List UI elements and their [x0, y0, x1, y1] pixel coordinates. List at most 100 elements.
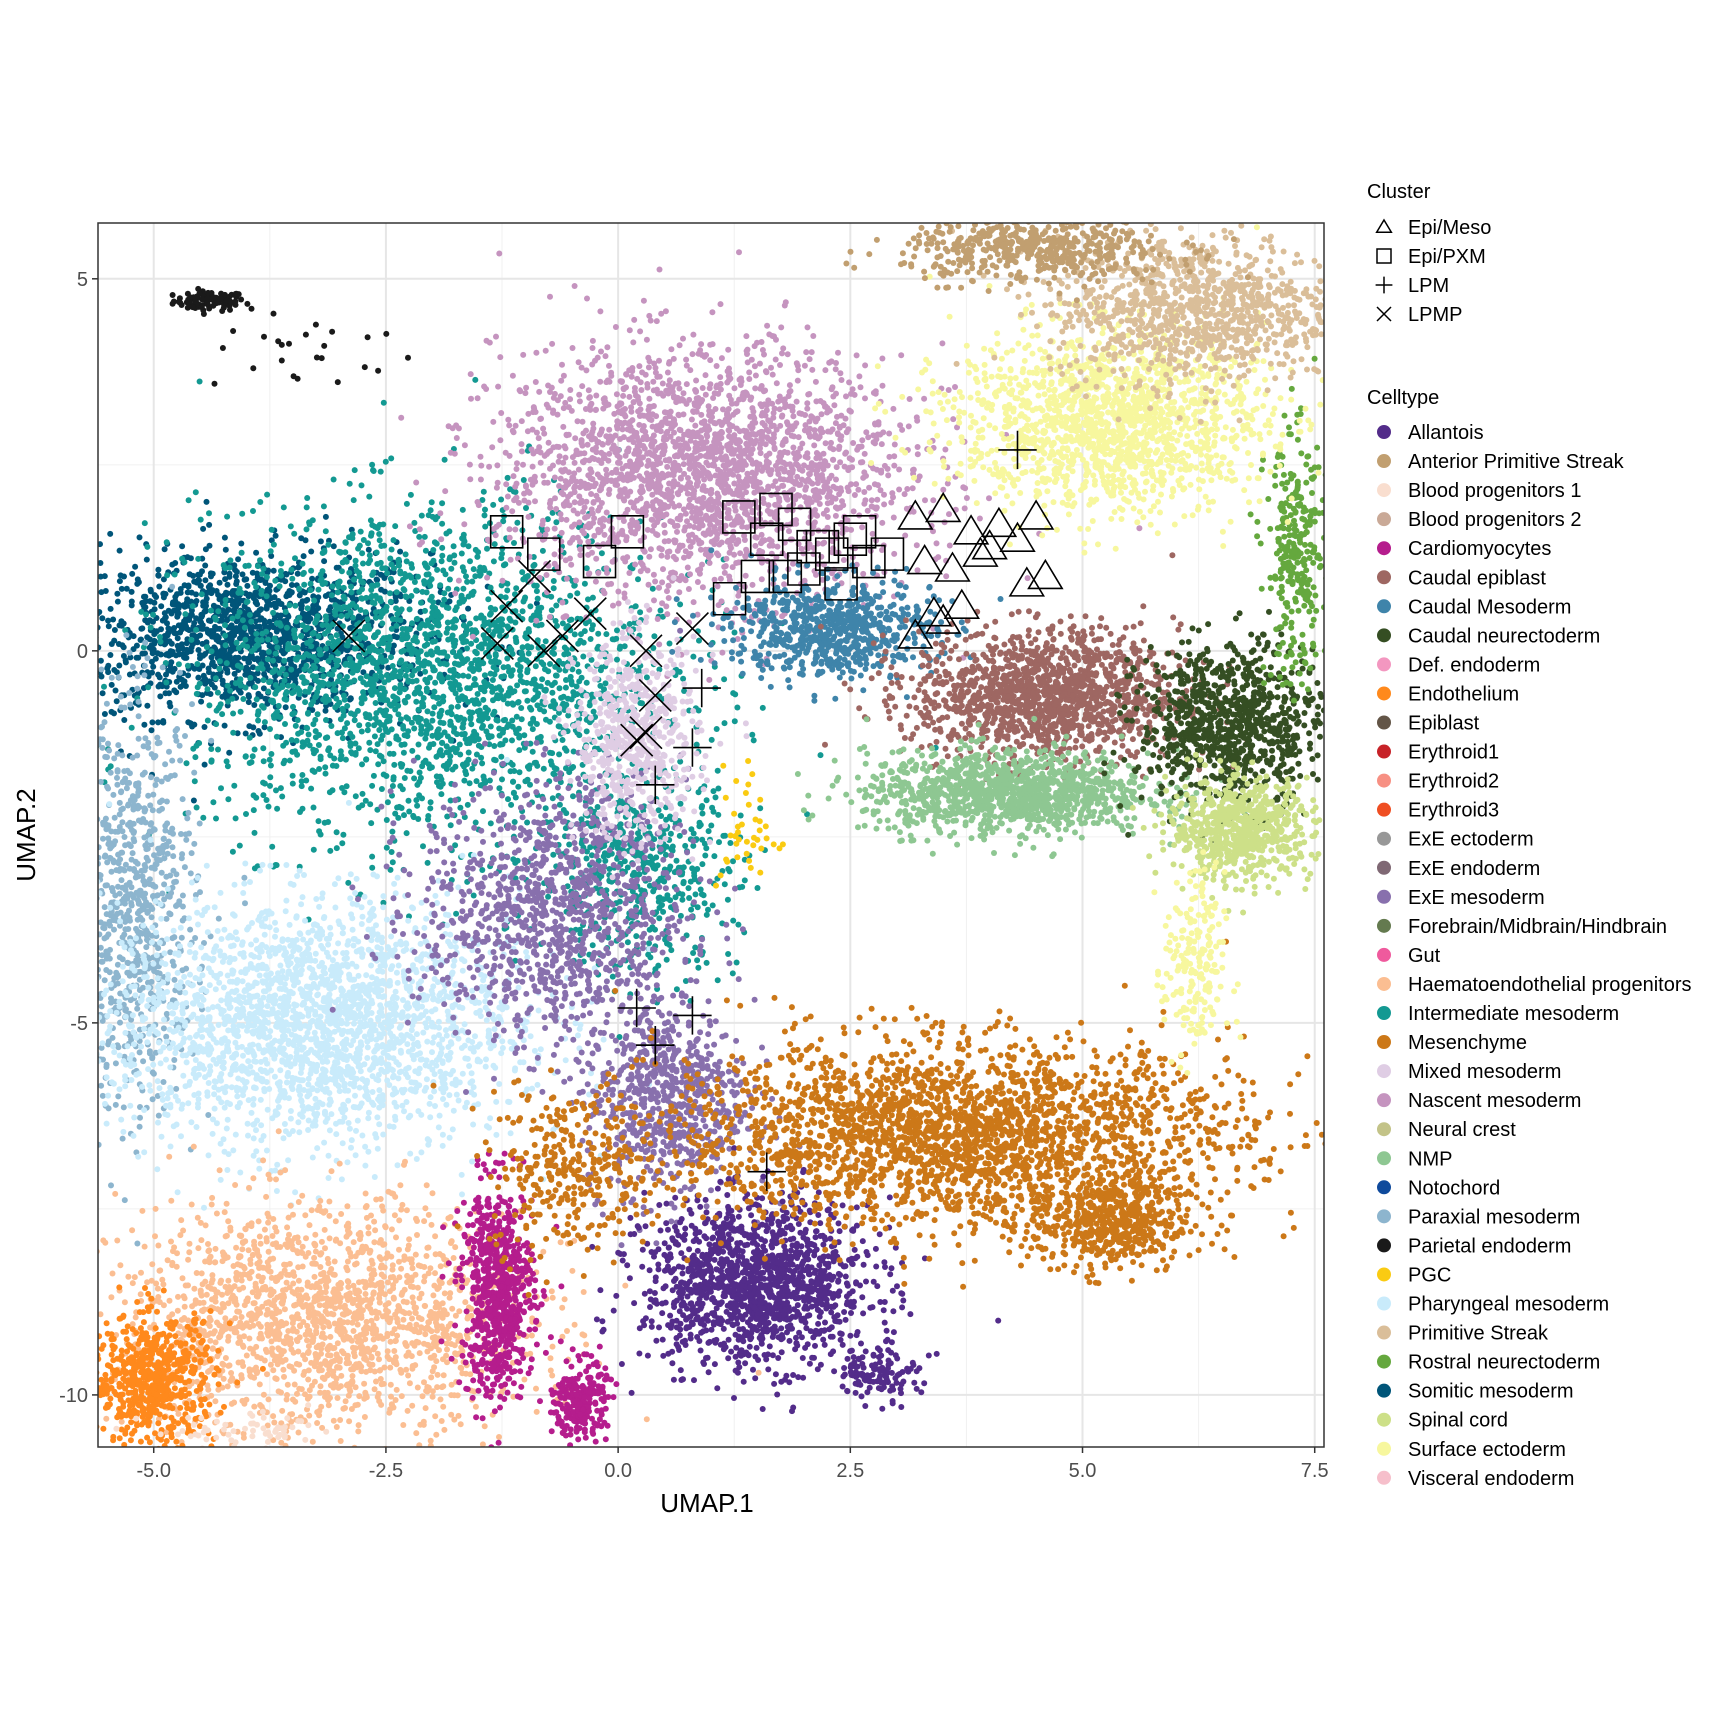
- cell-point: [155, 683, 162, 690]
- cell-point: [399, 786, 406, 793]
- cell-point: [403, 594, 410, 601]
- cell-point: [108, 995, 114, 1002]
- cell-point: [216, 658, 223, 665]
- cell-point: [480, 632, 487, 639]
- cell-point: [77, 620, 83, 626]
- cell-point: [422, 757, 429, 764]
- cell-point: [285, 641, 292, 648]
- cell-point: [525, 650, 532, 657]
- cell-point: [695, 707, 702, 714]
- cell-point: [395, 702, 402, 709]
- cell-point: [82, 804, 88, 810]
- cell-point: [376, 727, 383, 733]
- cell-point: [549, 689, 556, 696]
- cell-point: [139, 650, 146, 657]
- cell-point: [323, 717, 329, 723]
- cell-point: [144, 702, 151, 709]
- cell-point: [66, 746, 72, 752]
- cell-point: [229, 589, 236, 596]
- cell-point: [598, 550, 605, 557]
- cell-point: [468, 640, 475, 647]
- cell-point: [138, 625, 145, 632]
- cell-point: [128, 588, 135, 595]
- cell-point: [187, 870, 194, 877]
- cell-point: [276, 583, 283, 590]
- cell-point: [479, 716, 486, 723]
- cell-point: [216, 579, 223, 586]
- cell-point: [326, 789, 333, 796]
- cell-point: [490, 697, 496, 704]
- cell-point: [472, 376, 479, 383]
- cell-point: [380, 693, 387, 700]
- cell-point: [568, 678, 575, 685]
- cell-point: [83, 942, 89, 948]
- cell-point: [467, 558, 473, 565]
- cell-point: [368, 592, 375, 599]
- cell-point: [201, 724, 208, 730]
- cell-point: [194, 661, 201, 667]
- cell-point: [288, 737, 295, 743]
- cell-point: [502, 561, 509, 568]
- cell-point: [157, 634, 163, 640]
- cell-point: [71, 612, 77, 618]
- cell-point: [195, 674, 202, 681]
- cell-point: [383, 330, 390, 337]
- cell-point: [175, 661, 182, 668]
- cell-point: [519, 608, 526, 615]
- cell-point: [443, 749, 450, 756]
- cell-point: [206, 521, 213, 528]
- cell-point: [246, 591, 253, 598]
- cell-point: [286, 602, 293, 609]
- cell-point: [339, 559, 346, 566]
- cell-point: [88, 701, 94, 707]
- cell-point: [203, 498, 210, 505]
- cell-point: [174, 726, 181, 732]
- cell-point: [278, 560, 285, 567]
- cell-point: [224, 667, 231, 673]
- cell-point: [273, 620, 280, 627]
- cell-point: [439, 544, 446, 551]
- cell-point: [414, 651, 421, 658]
- cell-point: [356, 722, 363, 729]
- cell-point: [603, 631, 610, 638]
- cell-point: [330, 543, 337, 550]
- cell-point: [322, 699, 329, 706]
- cell-point: [129, 850, 136, 857]
- cell-point: [301, 581, 308, 588]
- cell-point: [462, 695, 469, 701]
- cell-point: [92, 1079, 98, 1085]
- cell-point: [356, 653, 362, 660]
- cell-point: [193, 634, 200, 641]
- cell-point: [118, 585, 125, 592]
- cell-point: [195, 285, 202, 292]
- cell-point: [223, 297, 230, 304]
- cell-point: [98, 895, 100, 902]
- cell-point: [151, 606, 158, 613]
- cell-point: [118, 877, 125, 884]
- cell-point: [472, 681, 479, 688]
- cell-point: [266, 618, 273, 625]
- cell-point: [24, 643, 30, 649]
- cell-point: [496, 785, 503, 792]
- cell-point: [355, 613, 362, 620]
- cell-point: [99, 690, 106, 697]
- cell-point: [249, 569, 256, 576]
- cell-point: [428, 764, 435, 771]
- cell-point: [388, 561, 395, 568]
- cell-point: [77, 614, 83, 620]
- cell-point: [436, 748, 443, 755]
- cell-point: [423, 727, 430, 734]
- cell-point: [378, 586, 385, 593]
- cell-point: [464, 645, 470, 652]
- cell-point: [381, 575, 388, 581]
- cell-point: [720, 832, 727, 839]
- cell-point: [413, 587, 420, 594]
- cell-point: [375, 367, 382, 374]
- cell-point: [324, 622, 330, 629]
- cell-point: [415, 706, 422, 713]
- cell-point: [528, 644, 535, 651]
- cell-point: [321, 630, 328, 637]
- cell-point: [222, 576, 229, 583]
- cell-point: [198, 698, 205, 705]
- cell-point: [383, 634, 390, 641]
